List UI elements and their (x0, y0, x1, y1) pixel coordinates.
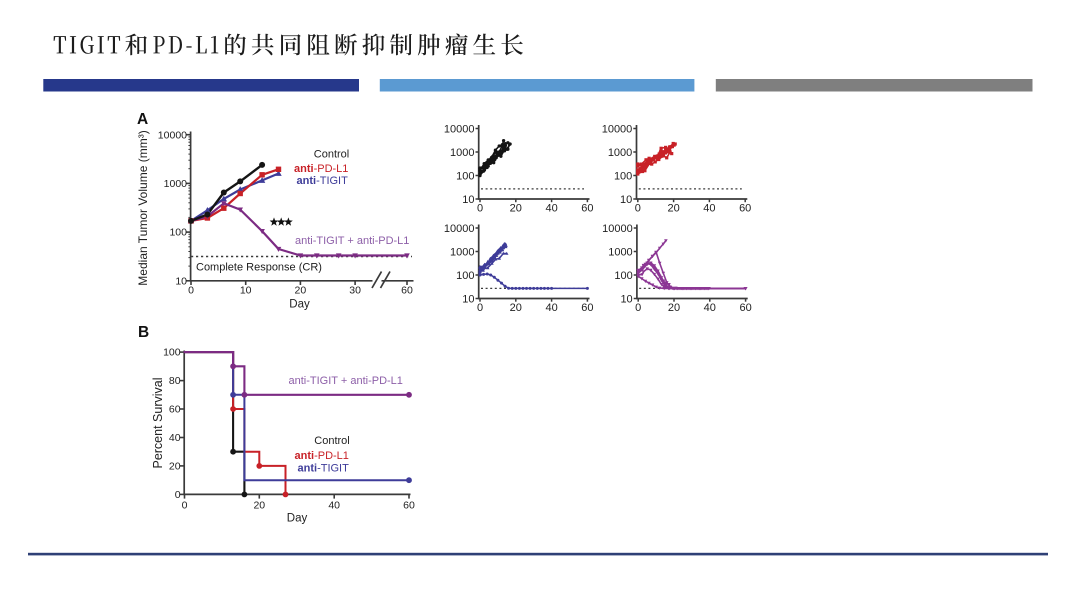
svg-text:10: 10 (620, 194, 632, 206)
svg-text:1000: 1000 (608, 246, 632, 258)
svg-text:B: B (138, 324, 149, 341)
svg-text:0: 0 (635, 203, 641, 215)
svg-text:0: 0 (477, 203, 483, 215)
svg-text:20: 20 (169, 461, 181, 473)
svg-text:0: 0 (182, 499, 188, 511)
svg-text:anti-TIGIT: anti-TIGIT (298, 463, 350, 475)
svg-text:20: 20 (510, 302, 522, 314)
svg-text:100: 100 (456, 170, 474, 182)
svg-text:20: 20 (668, 302, 680, 314)
svg-text:60: 60 (581, 203, 593, 215)
svg-text:Day: Day (289, 299, 310, 311)
svg-text:40: 40 (169, 432, 181, 444)
svg-text:10000: 10000 (444, 223, 475, 235)
svg-text:20: 20 (295, 285, 307, 297)
svg-text:1000: 1000 (608, 147, 632, 159)
svg-text:60: 60 (581, 302, 593, 314)
svg-text:60: 60 (403, 499, 415, 511)
svg-text:20: 20 (667, 203, 679, 215)
svg-text:100: 100 (169, 227, 187, 239)
svg-text:80: 80 (169, 375, 181, 387)
svg-text:30: 30 (349, 285, 361, 297)
svg-text:anti-TIGIT: anti-TIGIT (297, 175, 349, 187)
svg-text:60: 60 (739, 302, 751, 314)
svg-text:10000: 10000 (602, 223, 633, 235)
svg-text:A: A (137, 111, 148, 128)
svg-text:100: 100 (456, 270, 474, 282)
svg-text:100: 100 (163, 347, 181, 359)
svg-text:Control: Control (314, 435, 349, 447)
svg-text:0: 0 (175, 489, 181, 501)
svg-text:Complete Response (CR): Complete Response (CR) (196, 262, 322, 274)
svg-text:anti-TIGIT + anti-PD-L1: anti-TIGIT + anti-PD-L1 (295, 235, 409, 247)
svg-text:Control: Control (314, 148, 349, 160)
svg-text:60: 60 (401, 285, 413, 297)
svg-text:20: 20 (510, 203, 522, 215)
svg-text:10: 10 (175, 275, 187, 287)
svg-text:10000: 10000 (444, 123, 475, 135)
svg-text:40: 40 (704, 302, 716, 314)
svg-text:0: 0 (188, 285, 194, 297)
svg-text:10000: 10000 (602, 123, 633, 135)
svg-text:10: 10 (462, 194, 474, 206)
svg-text:anti-TIGIT + anti-PD-L1: anti-TIGIT + anti-PD-L1 (289, 375, 403, 387)
svg-text:Median Tumor Volume (mm³): Median Tumor Volume (mm³) (136, 130, 150, 285)
svg-text:10000: 10000 (158, 129, 187, 141)
svg-text:Percent Survival: Percent Survival (151, 377, 165, 468)
svg-text:40: 40 (545, 302, 557, 314)
svg-text:100: 100 (614, 270, 632, 282)
svg-text:100: 100 (614, 170, 632, 182)
svg-text:1000: 1000 (164, 178, 188, 190)
svg-text:10: 10 (240, 285, 252, 297)
svg-text:10: 10 (462, 293, 474, 305)
svg-text:anti-PD-L1: anti-PD-L1 (294, 163, 348, 175)
svg-text:40: 40 (703, 203, 715, 215)
svg-text:0: 0 (477, 302, 483, 314)
svg-text:60: 60 (739, 203, 751, 215)
svg-text:1000: 1000 (450, 147, 474, 159)
svg-text:40: 40 (328, 499, 340, 511)
svg-text:1000: 1000 (450, 246, 474, 258)
svg-text:Day: Day (287, 513, 308, 525)
svg-text:10: 10 (620, 293, 632, 305)
svg-text:20: 20 (253, 499, 265, 511)
svg-text:40: 40 (545, 203, 557, 215)
svg-text:60: 60 (169, 404, 181, 416)
svg-text:0: 0 (635, 302, 641, 314)
svg-text:anti-PD-L1: anti-PD-L1 (295, 450, 349, 462)
